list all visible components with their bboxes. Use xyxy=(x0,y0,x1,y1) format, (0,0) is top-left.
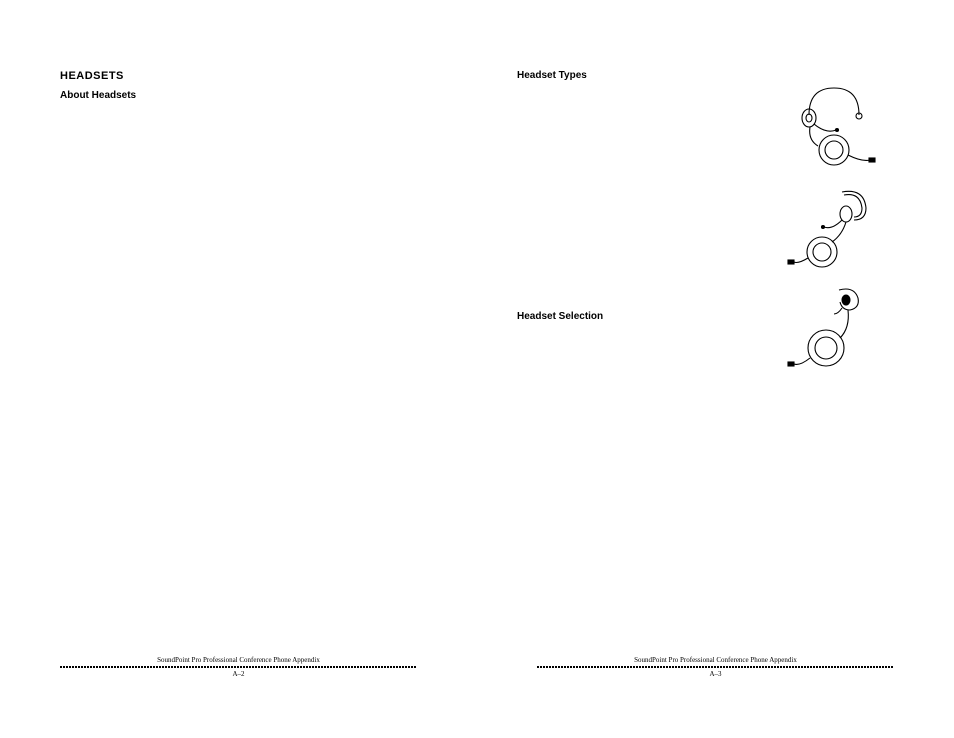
footer-rule-left xyxy=(60,666,417,668)
footer-page-left: A–2 xyxy=(0,670,477,678)
right-page: Headset Types xyxy=(477,0,954,738)
page-title: HEADSETS xyxy=(60,70,437,82)
left-page: HEADSETS About Headsets SoundPoint Pro P… xyxy=(0,0,477,738)
about-heading: About Headsets xyxy=(60,90,437,101)
right-footer: SoundPoint Pro Professional Conference P… xyxy=(477,656,954,678)
page-spread: HEADSETS About Headsets SoundPoint Pro P… xyxy=(0,0,954,738)
left-footer: SoundPoint Pro Professional Conference P… xyxy=(0,656,477,678)
headset-inear-icon xyxy=(784,280,884,375)
footer-rule-right xyxy=(537,666,894,668)
footer-title-right: SoundPoint Pro Professional Conference P… xyxy=(477,656,954,664)
illustration-column xyxy=(774,80,894,380)
left-headings: HEADSETS About Headsets xyxy=(60,70,437,101)
headset-overhead-icon xyxy=(784,80,884,175)
footer-page-right: A–3 xyxy=(477,670,954,678)
footer-title-left: SoundPoint Pro Professional Conference P… xyxy=(0,656,477,664)
headset-overear-icon xyxy=(784,180,884,275)
